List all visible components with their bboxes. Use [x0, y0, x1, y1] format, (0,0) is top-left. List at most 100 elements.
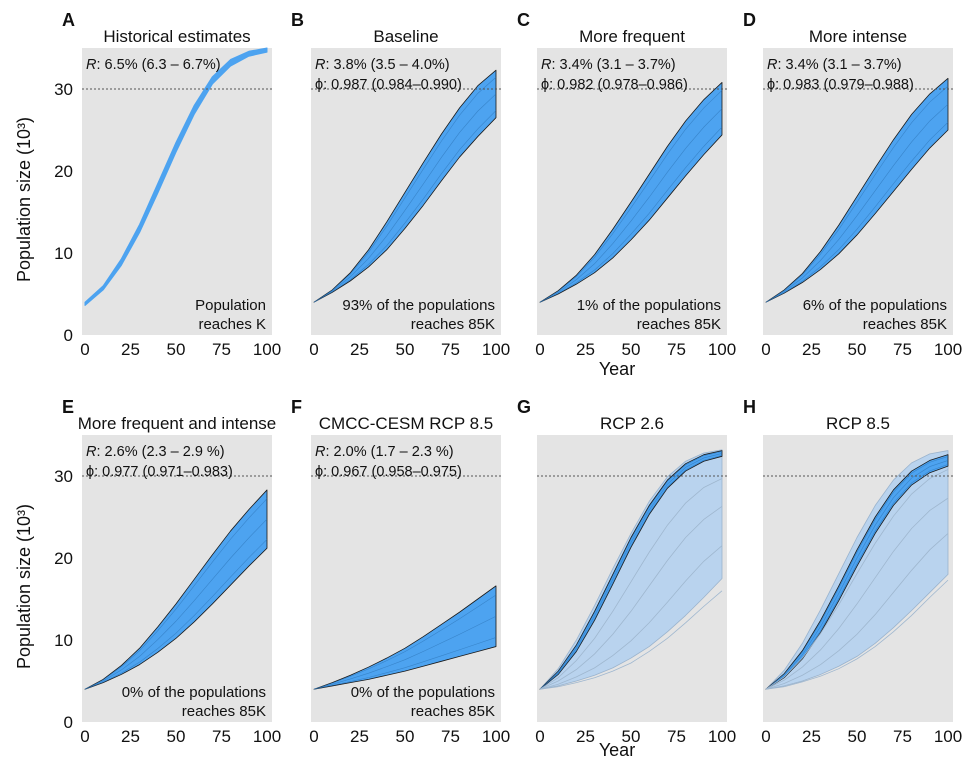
panel-background [311, 435, 501, 722]
outcome-note: reaches K [198, 316, 266, 333]
parameter-annotation: R: 3.4% (3.1 – 3.7%) [541, 57, 676, 73]
x-tick-label: 100 [482, 340, 510, 359]
x-axis-title: Year [599, 359, 635, 379]
outcome-note: reaches 85K [411, 703, 495, 720]
trajectory-line [765, 85, 949, 303]
trajectory-line [765, 103, 949, 303]
trajectory-line [765, 122, 949, 303]
trajectory-line [765, 460, 949, 690]
panel-title: More intense [809, 27, 907, 46]
panel-title: RCP 2.6 [600, 414, 664, 433]
trajectory-band [84, 47, 268, 306]
x-tick-label: 75 [667, 340, 686, 359]
x-tick-label: 0 [80, 340, 89, 359]
parameter-value: : 3.4% (3.1 – 3.7%) [777, 57, 901, 73]
trajectory-line [539, 506, 723, 690]
parameter-value: : 6.5% (6.3 – 6.7%) [96, 57, 220, 73]
x-tick-label: 50 [848, 727, 867, 746]
x-tick-label: 25 [350, 340, 369, 359]
x-tick-label: 50 [848, 340, 867, 359]
trajectory-line [539, 545, 723, 690]
outcome-note: 93% of the populations [342, 297, 495, 314]
y-axis-title: Population size (10³) [14, 117, 34, 282]
parameter-symbol: ϕ [86, 464, 94, 480]
trajectory-line [765, 469, 949, 690]
outcome-note: reaches 85K [411, 316, 495, 333]
trajectory-line [539, 453, 723, 690]
parameter-value: : 0.983 (0.979–0.988) [775, 77, 914, 93]
x-tick-label: 75 [212, 340, 231, 359]
trajectory-line [313, 93, 497, 303]
parameter-annotation: R: 2.0% (1.7 – 2.3 %) [315, 444, 454, 460]
parameter-symbol: R [86, 444, 97, 460]
trajectory-line [539, 90, 723, 303]
x-tick-label: 100 [708, 340, 736, 359]
trajectory-line [539, 451, 723, 690]
panel-title: CMCC-CESM RCP 8.5 [319, 414, 493, 433]
parameter-value: : 2.6% (2.3 – 2.9 %) [96, 444, 224, 460]
outcome-note: reaches 85K [863, 316, 947, 333]
panel-letter: G [517, 397, 531, 417]
panel-title: More frequent [579, 27, 685, 46]
parameter-symbol: R [541, 57, 552, 73]
outcome-note: 1% of the populations [577, 297, 721, 314]
parameter-value: : 0.967 (0.958–0.975) [323, 464, 462, 480]
parameter-symbol: R [767, 57, 778, 73]
x-tick-label: 75 [667, 727, 686, 746]
x-axis-title: Year [599, 740, 635, 760]
trajectory-line [539, 455, 723, 690]
panel-letter: B [291, 10, 304, 30]
trajectory-line [765, 533, 949, 690]
parameter-symbol: R [315, 57, 326, 73]
parameter-value: : 0.982 (0.978–0.986) [549, 77, 688, 93]
x-tick-label: 0 [535, 340, 544, 359]
trajectory-line [539, 478, 723, 690]
x-tick-label: 0 [309, 727, 318, 746]
parameter-annotation: R: 2.6% (2.3 – 2.9 %) [86, 444, 225, 460]
trajectory-line [539, 590, 723, 690]
outcome-note: reaches 85K [637, 316, 721, 333]
trajectory-line [539, 108, 723, 303]
x-tick-label: 50 [167, 727, 186, 746]
x-tick-label: 25 [576, 340, 595, 359]
panel-letter: H [743, 397, 756, 417]
trajectory-line [84, 498, 268, 690]
x-tick-label: 100 [253, 340, 281, 359]
x-tick-label: 75 [893, 340, 912, 359]
y-tick-label: 30 [54, 80, 73, 99]
x-tick-label: 25 [350, 727, 369, 746]
x-tick-label: 0 [535, 727, 544, 746]
x-tick-label: 100 [253, 727, 281, 746]
x-tick-label: 100 [934, 727, 962, 746]
parameter-annotation: R: 3.4% (3.1 – 3.7%) [767, 57, 902, 73]
trajectory-line [765, 579, 949, 690]
y-axis-title: Population size (10³) [14, 504, 34, 669]
parameter-value: : 3.4% (3.1 – 3.7%) [551, 57, 675, 73]
parameter-symbol: ϕ [541, 77, 549, 93]
y-tick-label: 0 [64, 326, 73, 345]
parameter-symbol: R [86, 57, 97, 73]
trajectory-line [539, 126, 723, 303]
parameter-annotation: R: 6.5% (6.3 – 6.7%) [86, 57, 221, 73]
y-tick-label: 10 [54, 244, 73, 263]
x-tick-label: 50 [167, 340, 186, 359]
x-tick-label: 100 [482, 727, 510, 746]
x-tick-label: 0 [80, 727, 89, 746]
trajectory-line [313, 594, 497, 690]
parameter-symbol: ϕ [315, 77, 323, 93]
x-tick-label: 25 [121, 340, 140, 359]
outcome-note: Population [195, 297, 266, 314]
panel-h: H RCP 8.5 0 25 50 75 100 [743, 397, 962, 746]
x-tick-label: 50 [622, 727, 641, 746]
parameter-symbol: R [315, 444, 326, 460]
x-tick-label: 50 [622, 340, 641, 359]
parameter-value: : 0.987 (0.984–0.990) [323, 77, 462, 93]
x-tick-label: 25 [802, 340, 821, 359]
x-tick-label: 75 [441, 340, 460, 359]
panel-g: G RCP 2.6 0 25 50 75 100 [517, 397, 736, 746]
